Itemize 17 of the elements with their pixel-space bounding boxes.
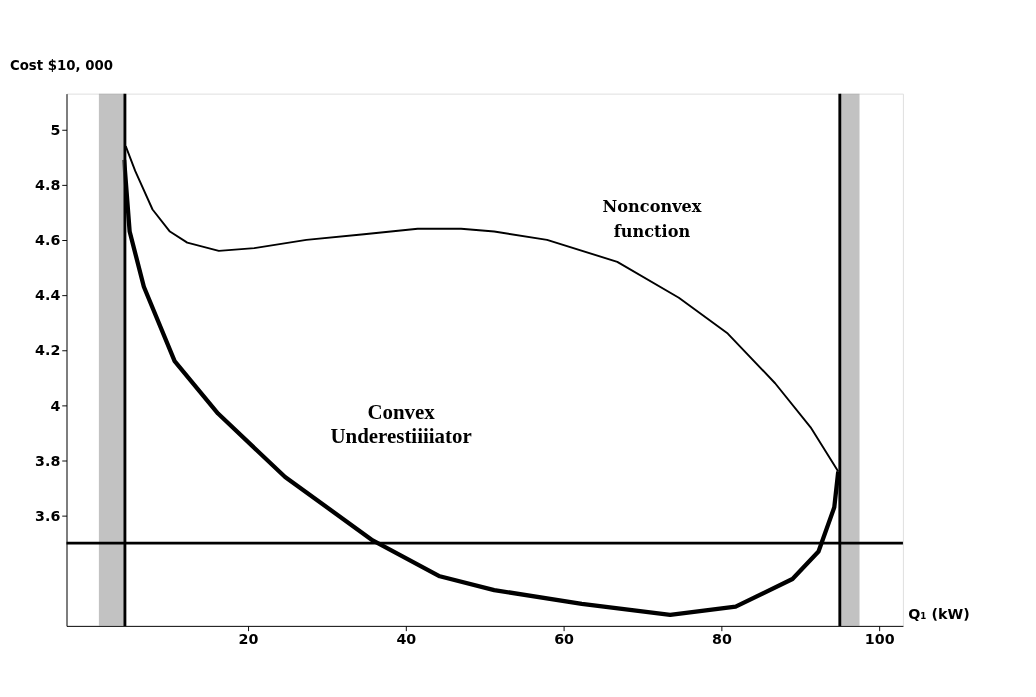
x-tick-label: 80 [712, 631, 732, 648]
y-tick-label: 4 [50, 397, 61, 414]
y-axis-title: Cost $10, 000 [9, 58, 113, 74]
annotation: Convex Underestiiiiator [330, 399, 472, 449]
x-tick-label: 60 [554, 631, 575, 648]
y-tick-label: 4.2 [35, 342, 61, 359]
annotation: Nonconvex function [602, 197, 702, 242]
y-tick-label: 4.6 [35, 232, 61, 249]
x-axis-title: Q₁ (kW) [908, 605, 970, 622]
y-tick-label: 5 [50, 121, 61, 138]
x-tick-label: 20 [238, 631, 259, 648]
x-tick-label: 40 [396, 631, 417, 648]
y-tick-label: 4.8 [35, 176, 61, 193]
y-tick-label: 4.4 [35, 287, 61, 304]
y-tick-label: 3.8 [35, 452, 61, 469]
x-tick-label: 100 [864, 631, 895, 648]
y-tick-label: 3.6 [35, 507, 61, 524]
